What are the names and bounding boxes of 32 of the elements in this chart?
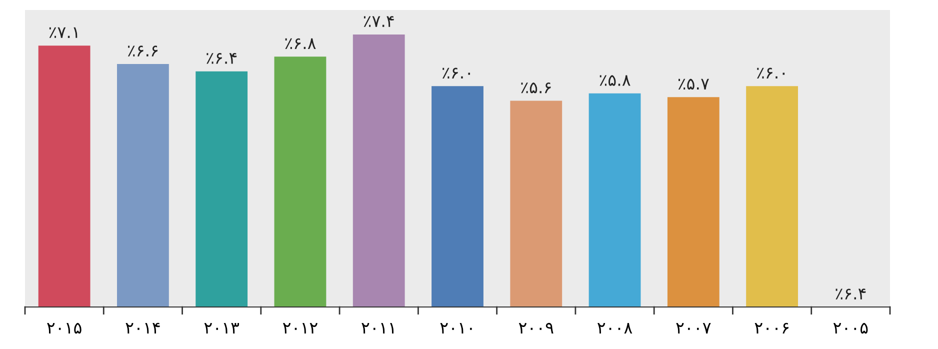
data-label: ٪۶.۶ <box>128 46 158 56</box>
x-tick-label: ۲۰۱۲ <box>282 322 318 334</box>
data-label: ٪۶.۰ <box>757 68 785 78</box>
data-label: ٪۷.۱ <box>49 27 78 38</box>
bar <box>38 46 90 307</box>
x-tick-label: ۲۰۰۸ <box>598 322 632 334</box>
bar <box>274 56 326 307</box>
bar <box>667 97 720 307</box>
x-tick-label: ۲۰۰۶ <box>754 322 788 334</box>
data-label: ٪۵.۷ <box>678 78 709 90</box>
data-label: ٪۶.۴ <box>206 52 237 64</box>
x-tick-label: ۲۰۱۴ <box>126 322 160 334</box>
data-label: ٪۶.۸ <box>285 38 316 49</box>
bar <box>510 100 562 307</box>
x-tick-label: ۲۰۱۳ <box>204 322 240 334</box>
bar <box>588 93 641 307</box>
bar <box>196 71 248 307</box>
x-tick-label: ۲۰۰۵ <box>833 322 868 334</box>
x-tick-label: ۲۰۱۰ <box>440 322 472 334</box>
bar <box>746 86 798 307</box>
data-label: ٪۶.۰ <box>442 68 470 78</box>
x-tick-label: ۲۰۱۱ <box>362 322 394 334</box>
x-tick-label: ۲۰۱۵ <box>47 322 82 334</box>
bar <box>352 34 405 307</box>
data-label: ٪۵.۸ <box>600 75 630 86</box>
data-label: ٪۷.۴ <box>364 16 394 27</box>
text: ٪۶.۴ <box>836 288 866 300</box>
bar <box>117 64 169 307</box>
x-tick-label: ۲۰۰۷ <box>676 322 711 334</box>
x-tick-label: ۲۰۰۹ <box>518 322 554 334</box>
data-label: ٪۵.۶ <box>521 82 551 94</box>
bar <box>432 86 484 307</box>
